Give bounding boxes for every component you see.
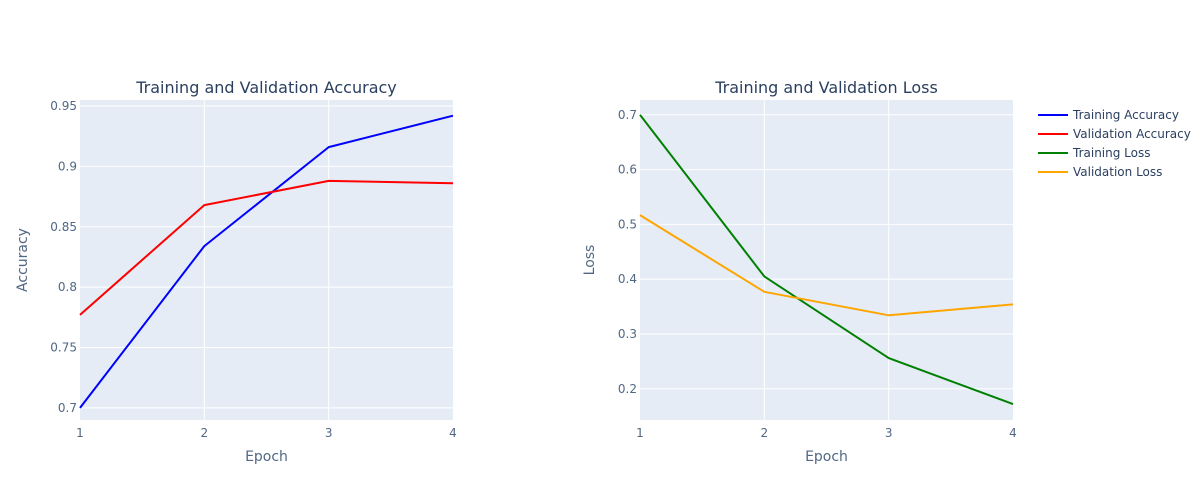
accuracy-y-tick-label: 0.7 <box>58 401 77 415</box>
accuracy-y-tick-label: 0.85 <box>50 220 77 234</box>
loss-x-tick-label: 1 <box>636 426 644 440</box>
legend-item[interactable]: Training Accuracy <box>1038 108 1179 122</box>
accuracy-subplot: 1 2 3 4 0.7 0.75 0.8 0.85 0.9 0.95 Training and Va… <box>15 78 457 465</box>
accuracy-y-tick-label: 0.75 <box>50 341 77 355</box>
legend-label: Validation Accuracy <box>1073 127 1191 141</box>
loss-x-axis-title: Epoch <box>805 449 848 465</box>
legend: Training Accuracy Validation Accuracy Trai… <box>1038 108 1191 179</box>
legend-label: Validation Loss <box>1073 165 1162 179</box>
loss-y-tick-label: 0.5 <box>618 217 637 231</box>
loss-y-tick-label: 0.7 <box>618 108 637 122</box>
accuracy-y-tick-label: 0.8 <box>58 280 77 294</box>
loss-y-tick-label: 0.3 <box>618 327 637 341</box>
legend-item[interactable]: Validation Loss <box>1038 165 1162 179</box>
accuracy-y-axis-title: Accuracy <box>15 228 31 292</box>
accuracy-x-tick-label: 1 <box>76 426 84 440</box>
loss-x-tick-label: 2 <box>761 426 769 440</box>
accuracy-y-tick-label: 0.95 <box>50 99 77 113</box>
legend-label: Training Accuracy <box>1072 108 1179 122</box>
training-accuracy-line <box>79 114 454 409</box>
validation-loss-line <box>639 214 1014 317</box>
accuracy-chart-title: Training and Validation Accuracy <box>135 78 397 97</box>
legend-label: Training Loss <box>1072 146 1150 160</box>
loss-y-tick-label: 0.2 <box>618 382 637 396</box>
accuracy-x-tick-label: 4 <box>449 426 457 440</box>
loss-plot-area <box>640 100 1013 420</box>
legend-item[interactable]: Training Loss <box>1038 146 1150 160</box>
training-loss-line <box>639 114 1014 406</box>
accuracy-x-axis-title: Epoch <box>245 449 288 465</box>
accuracy-x-tick-label: 2 <box>201 426 209 440</box>
validation-accuracy-line <box>79 179 454 316</box>
loss-y-axis-title: Loss <box>582 245 598 276</box>
loss-x-tick-label: 4 <box>1009 426 1017 440</box>
loss-x-tick-label: 3 <box>885 426 893 440</box>
accuracy-x-tick-label: 3 <box>325 426 333 440</box>
loss-subplot: 1 2 3 4 0.2 0.3 0.4 0.5 0.6 0.7 Training and Valid… <box>582 78 1017 465</box>
loss-chart-title: Training and Validation Loss <box>714 78 938 97</box>
legend-item[interactable]: Validation Accuracy <box>1038 127 1191 141</box>
loss-y-tick-label: 0.4 <box>618 272 637 286</box>
accuracy-y-tick-label: 0.9 <box>58 159 77 173</box>
loss-y-tick-label: 0.6 <box>618 163 637 177</box>
accuracy-plot-area <box>80 100 453 420</box>
